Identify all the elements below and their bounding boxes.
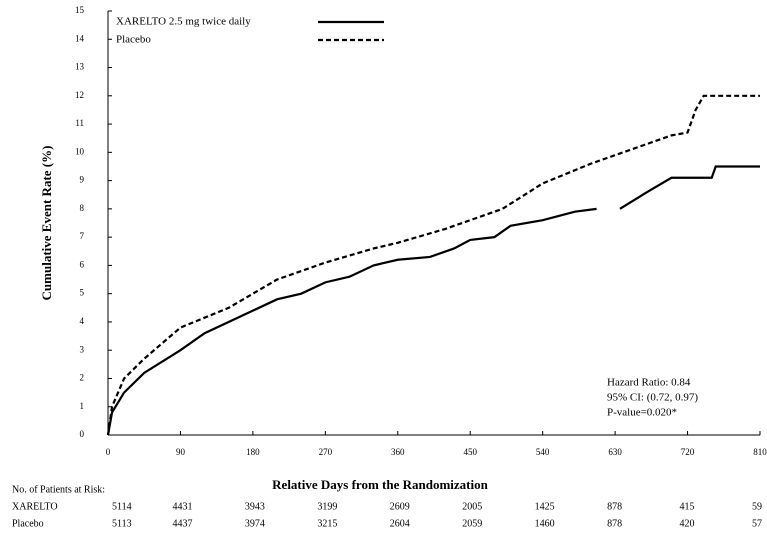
annotation: Hazard Ratio: 0.84	[607, 377, 691, 389]
risk-value: 3943	[245, 501, 265, 512]
risk-value: 1425	[535, 501, 555, 512]
risk-value: 415	[680, 501, 695, 512]
annotation: P-value=0.020*	[607, 407, 677, 419]
y-tick-label: 0	[80, 429, 85, 439]
legend-label: Placebo	[116, 34, 151, 46]
x-tick-label: 810	[753, 447, 767, 457]
x-tick-label: 270	[319, 447, 333, 457]
risk-value: 2609	[390, 501, 410, 512]
x-tick-label: 90	[176, 447, 186, 457]
x-tick-label: 630	[608, 447, 622, 457]
x-tick-label: 720	[681, 447, 695, 457]
risk-value: 4431	[172, 501, 192, 512]
risk-value: 5113	[112, 518, 132, 529]
risk-value: 2604	[390, 518, 410, 529]
y-tick-label: 5	[80, 288, 85, 298]
y-tick-label: 3	[80, 344, 85, 354]
series-line	[106, 165, 760, 436]
risk-row-label: XARELTO	[12, 501, 58, 512]
risk-value: 59	[752, 501, 762, 512]
risk-value: 1460	[535, 518, 555, 529]
risk-value: 878	[607, 518, 622, 529]
risk-value: 57	[752, 518, 762, 529]
x-tick-label: 360	[391, 447, 405, 457]
y-tick-label: 9	[80, 175, 85, 185]
y-tick-label: 6	[80, 259, 85, 269]
y-axis-title: Cumulative Event Rate (%)	[39, 146, 54, 301]
risk-table-title: No. of Patients at Risk:	[12, 484, 105, 495]
risk-value: 3199	[317, 501, 337, 512]
x-tick-label: 180	[246, 447, 260, 457]
y-tick-label: 11	[75, 118, 84, 128]
y-tick-label: 2	[80, 373, 85, 383]
risk-value: 5114	[112, 501, 132, 512]
x-tick-label: 450	[463, 447, 477, 457]
y-tick-label: 15	[75, 5, 85, 15]
risk-value: 4437	[172, 518, 192, 529]
y-tick-label: 8	[80, 203, 85, 213]
risk-value: 3974	[245, 518, 265, 529]
y-tick-label: 12	[75, 90, 84, 100]
risk-value: 3215	[317, 518, 337, 529]
y-tick-label: 4	[80, 316, 85, 326]
y-tick-label: 7	[80, 231, 85, 241]
risk-row-label: Placebo	[12, 518, 44, 529]
y-tick-label: 13	[75, 62, 85, 72]
x-tick-label: 540	[536, 447, 550, 457]
risk-value: 878	[607, 501, 622, 512]
y-tick-label: 1	[80, 401, 85, 411]
risk-value: 2005	[462, 501, 482, 512]
legend-label: XARELTO 2.5 mg twice daily	[116, 16, 251, 28]
x-axis-title: Relative Days from the Randomization	[272, 477, 488, 492]
x-tick-label: 0	[106, 447, 111, 457]
annotation: 95% CI: (0.72, 0.97)	[607, 392, 698, 404]
series-line	[106, 94, 760, 436]
risk-value: 420	[680, 518, 695, 529]
y-tick-label: 14	[75, 33, 85, 43]
risk-value: 2059	[462, 518, 482, 529]
y-tick-label: 10	[75, 146, 85, 156]
